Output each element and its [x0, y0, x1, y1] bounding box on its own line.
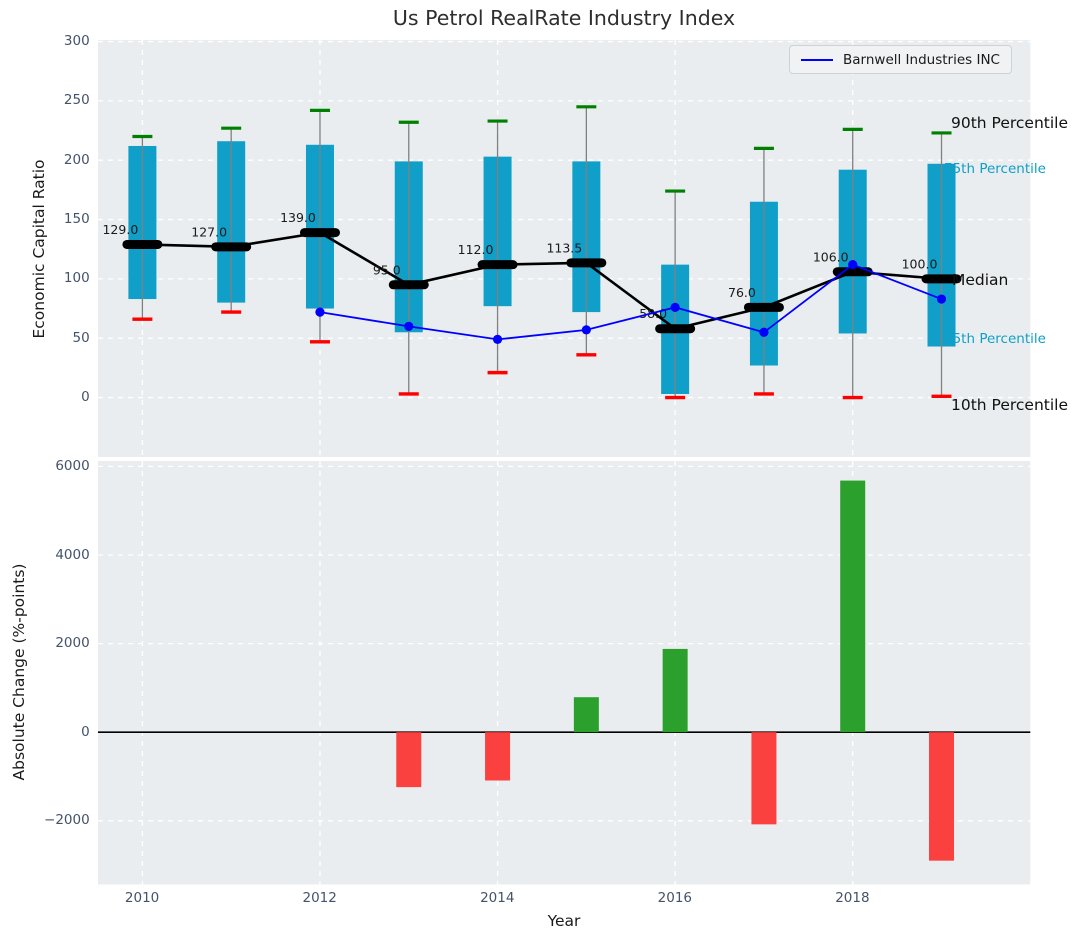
- median-dash-2014: [477, 259, 518, 269]
- y-axis-label-top: Economic Capital Ratio: [30, 159, 48, 339]
- median-dash-2012: [299, 227, 340, 237]
- y-tick-label-bottom--2000: −2000: [44, 812, 90, 829]
- chart-title: Us Petrol RealRate Industry Index: [392, 6, 736, 30]
- axes-top: 129.0 127.0 139.0 95.0 112.0 113.5 58.0 76.0 106…: [97, 39, 1030, 457]
- x-axis-label: Year: [547, 912, 581, 930]
- median-label-2015: 113.5: [546, 240, 582, 255]
- y-axis-label-bottom: Absolute Change (%-points): [10, 563, 28, 781]
- x-tick-label-2018: 2018: [835, 890, 870, 906]
- median-dash-2010: [122, 239, 163, 249]
- median-label-2013: 95.0: [373, 262, 401, 277]
- y-tick-label-top-100: 100: [63, 270, 90, 287]
- median-label-2014: 112.0: [457, 242, 493, 257]
- axes-bottom: [97, 460, 1030, 884]
- annotation-10th-percentile: 10th Percentile: [951, 396, 1069, 414]
- y-tick-label-bottom-6000: 6000: [55, 457, 90, 474]
- company-marker-2019: [936, 293, 946, 304]
- company-marker-2012: [315, 307, 325, 317]
- median-dash-2016: [654, 323, 695, 333]
- company-marker-2018: [847, 259, 858, 269]
- axes-background: [97, 39, 1030, 457]
- x-tick-label-2014: 2014: [480, 890, 515, 906]
- annotation-75th-percentile: 75th Percentile: [944, 161, 1046, 177]
- company-marker-2017: [759, 327, 769, 337]
- y-tick-label-top-200: 200: [63, 151, 90, 168]
- company-marker-2013: [403, 321, 414, 331]
- company-marker-2016: [670, 302, 680, 312]
- y-tick-label-top-250: 250: [63, 92, 90, 109]
- y-tick-label-top-0: 0: [81, 389, 90, 406]
- median-dash-2013: [388, 279, 429, 289]
- annotation-25th-percentile: 25th Percentile: [944, 331, 1046, 347]
- company-marker-2014: [492, 334, 502, 344]
- change-bar-2019: [928, 731, 954, 861]
- x-tick-label-2010: 2010: [124, 890, 160, 906]
- y-tick-label-top-300: 300: [63, 33, 90, 50]
- median-dash-2018: [832, 266, 873, 276]
- annotation-median: Median: [952, 271, 1009, 289]
- median-dash-2011: [210, 241, 251, 251]
- median-label-2011: 127.0: [191, 224, 227, 239]
- y-tick-label-bottom-4000: 4000: [55, 546, 90, 563]
- y-tick-label-bottom-2000: 2000: [55, 635, 90, 652]
- company-line: [319, 263, 942, 340]
- legend: Barnwell Industries INC: [789, 45, 1012, 74]
- median-label-2017: 76.0: [728, 284, 756, 299]
- legend-line-sample: [801, 58, 833, 61]
- y-tick-label-bottom-0: 0: [81, 723, 90, 740]
- y-tick-label-top-50: 50: [72, 329, 90, 346]
- change-bar-2013: [395, 731, 421, 787]
- median-line: [142, 230, 942, 330]
- x-tick-label-2012: 2012: [302, 890, 337, 906]
- company-marker-2015: [581, 324, 591, 335]
- bottom-chart-svg: [97, 460, 1030, 884]
- median-label-2012: 139.0: [280, 210, 316, 225]
- median-label-2010: 129.0: [102, 221, 138, 236]
- axes-background: [97, 460, 1030, 884]
- median-dash-2017: [743, 302, 784, 312]
- median-dash-2019: [921, 273, 962, 283]
- x-tick-label-2016: 2016: [657, 890, 692, 906]
- change-bar-2015: [573, 696, 599, 732]
- median-dash-2015: [566, 257, 607, 267]
- median-label-2018: 106.0: [813, 249, 849, 264]
- change-bar-2017: [751, 731, 777, 824]
- median-label-2019: 100.0: [901, 256, 937, 271]
- legend-label: Barnwell Industries INC: [843, 51, 1000, 68]
- change-bar-2018: [839, 480, 865, 732]
- change-bar-2014: [484, 731, 510, 780]
- change-bar-2016: [662, 648, 688, 732]
- y-tick-label-top-150: 150: [63, 211, 90, 228]
- annotation-90th-percentile: 90th Percentile: [951, 114, 1069, 132]
